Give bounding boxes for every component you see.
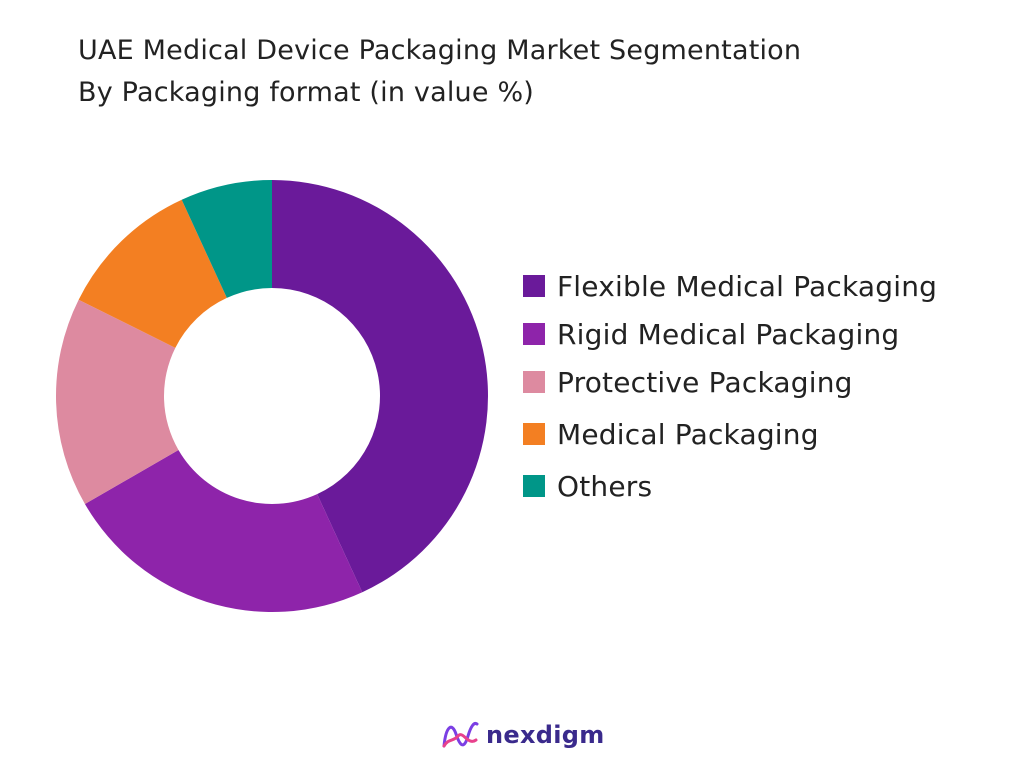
donut-slice-rigid-medical-packaging [84, 450, 363, 612]
legend-label: Protective Packaging [557, 365, 853, 399]
legend-label: Others [557, 469, 653, 503]
brand-logo: nexdigm [440, 716, 605, 754]
legend-label: Flexible Medical Packaging [557, 269, 938, 303]
donut-slice-medical-packaging [78, 199, 227, 348]
legend-item: Protective Packaging [523, 358, 937, 406]
brand-name: nexdigm [486, 721, 605, 749]
nexdigm-logo-icon [442, 722, 479, 748]
legend-label: Rigid Medical Packaging [557, 317, 900, 351]
donut-slice-protective-packaging [55, 299, 179, 504]
chart-subtitle: By Packaging format (in value %) [78, 77, 535, 108]
legend-swatch [523, 275, 545, 297]
donut-slice-flexible-medical-packaging [272, 180, 489, 593]
legend-swatch [523, 371, 545, 393]
legend-label: Medical Packaging [557, 417, 819, 451]
legend-item: Rigid Medical Packaging [523, 310, 937, 358]
chart-title: UAE Medical Device Packaging Market Segm… [78, 35, 802, 66]
legend-item: Others [523, 462, 937, 510]
donut-slice-others [181, 180, 272, 298]
legend-swatch [523, 475, 545, 497]
chart-legend: Flexible Medical Packaging Rigid Medical … [523, 262, 937, 510]
legend-swatch [523, 323, 545, 345]
legend-item: Flexible Medical Packaging [523, 262, 937, 310]
legend-item: Medical Packaging [523, 410, 937, 458]
chart-title-block: UAE Medical Device Packaging Market Segm… [78, 30, 978, 114]
legend-swatch [523, 423, 545, 445]
